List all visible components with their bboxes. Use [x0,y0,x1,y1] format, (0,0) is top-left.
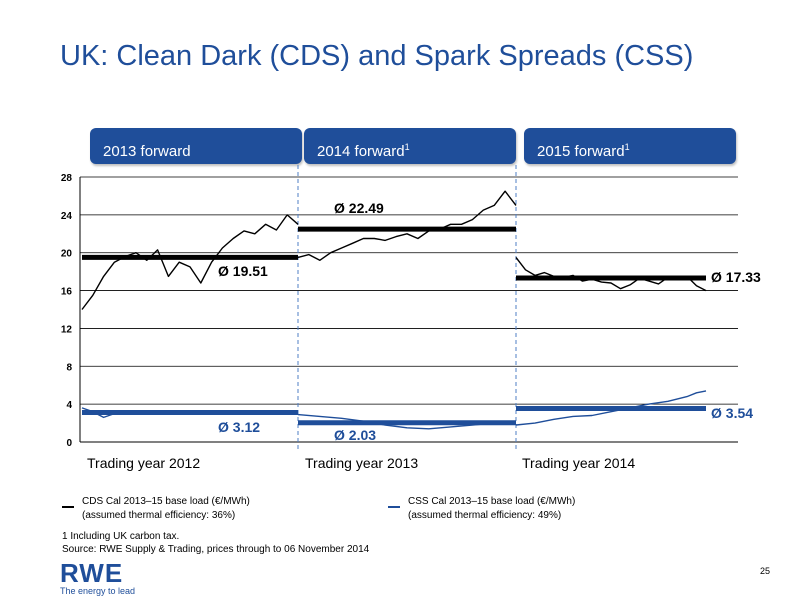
legend-sublabel: (assumed thermal efficiency: 49%) [408,510,562,521]
period-2015-forward: 2015 forward1 [524,128,736,164]
period-footnote-mark: 1 [624,142,630,152]
y-tick-label: 16 [61,287,73,298]
logo-wordmark: RWE [60,558,124,588]
x-segment-label: Trading year 2014 [522,455,635,471]
page-number: 25 [760,566,771,576]
average-label: Ø 22.49 [334,200,384,216]
legend-swatch-css [388,506,400,508]
legend-swatch-cds [62,506,74,508]
y-tick-label: 28 [61,173,73,184]
period-footnote-mark: 1 [404,142,410,152]
y-tick-label: 4 [66,400,72,411]
y-tick-label: 12 [61,324,73,335]
rwe-logo: RWE The energy to lead [60,560,135,596]
legend-label: CDS Cal 2013–15 base load (€/MWh) [82,496,250,507]
average-label: Ø 3.12 [218,419,260,435]
period-label: 2015 forward [537,143,625,160]
average-label: Ø 2.03 [334,427,376,443]
series-line-cds [297,190,517,261]
legend-label: CSS Cal 2013–15 base load (€/MWh) [408,496,576,507]
period-label: 2013 forward [103,143,191,160]
page-title: UK: Clean Dark (CDS) and Spark Spreads (… [60,40,694,72]
y-tick-label: 20 [61,249,73,260]
average-label: Ø 19.51 [218,263,268,279]
x-segment-label: Trading year 2013 [305,455,418,471]
logo-tagline: The energy to lead [60,586,136,596]
y-tick-label: 0 [66,438,72,449]
source-note: Source: RWE Supply & Trading, prices thr… [62,544,370,555]
period-2014-forward: 2014 forward1 [304,128,516,164]
y-tick-label: 24 [61,211,73,222]
average-label: Ø 17.33 [711,269,761,285]
x-segment-label: Trading year 2012 [87,455,200,471]
footnotes: 1 Including UK carbon tax. Source: RWE S… [62,530,369,556]
spreads-chart: 0 4 8 12 16 20 24 28 Trading year 2012 Trading ye… [61,165,761,471]
average-label: Ø 3.54 [711,405,753,421]
period-2013-forward: 2013 forward [90,128,302,164]
y-tick-label: 8 [66,362,72,373]
period-label: 2014 forward [317,143,405,160]
footnote: 1 Including UK carbon tax. [62,531,180,542]
series-line-cds [515,256,707,292]
legend-sublabel: (assumed thermal efficiency: 36%) [82,510,236,521]
series-line-cds [81,214,299,310]
